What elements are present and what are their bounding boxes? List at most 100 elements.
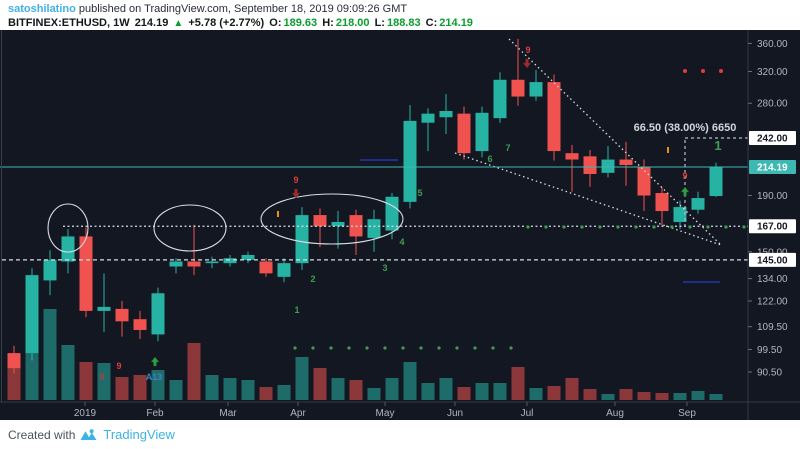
red-dot-icon [719, 69, 723, 73]
time-tick-label: 2019 [74, 408, 97, 419]
candle-up [691, 198, 705, 210]
green-dot-icon [526, 225, 530, 229]
high-label: H: [322, 17, 334, 29]
author-link[interactable]: satoshilatino [8, 3, 76, 15]
td-count-label: 8 [99, 372, 104, 382]
candle-up [97, 306, 111, 311]
green-dot-icon [365, 346, 369, 350]
ellipse-drawing-3[interactable] [260, 193, 404, 245]
candle-down [187, 261, 201, 267]
price-tick-label: 99.50 [757, 345, 782, 356]
wedge-trendline-2[interactable] [454, 152, 722, 246]
green-dot-icon [652, 225, 656, 229]
candle-down [259, 261, 273, 274]
candle-down [547, 82, 561, 152]
low-label: L: [374, 17, 385, 29]
green-dot-icon [706, 225, 710, 229]
price-tick-label: 90.50 [757, 368, 782, 379]
candle-down [133, 319, 147, 330]
wedge-trendline-1[interactable] [508, 38, 722, 246]
arrow-up-icon [680, 186, 690, 197]
price-tick-label: 320.00 [757, 67, 788, 78]
candle-up [241, 254, 255, 260]
candle-up [367, 219, 381, 238]
green-dot-icon [491, 346, 495, 350]
time-tick-label: Mar [219, 408, 237, 419]
green-dot-icon [562, 225, 566, 229]
header: satoshilatino published on TradingView.c… [0, 0, 800, 30]
green-dot-icon [724, 225, 728, 229]
td-count-label: 6 [487, 154, 492, 164]
green-dot-icon [455, 346, 459, 350]
ellipse-drawing-2[interactable] [153, 204, 227, 252]
open-label: O: [269, 17, 282, 29]
publish-line: satoshilatino published on TradingView.c… [8, 3, 800, 16]
green-dot-icon [383, 346, 387, 350]
low-value: 188.83 [386, 17, 421, 29]
green-dot-icon [311, 346, 315, 350]
green-dot-icon [742, 225, 746, 229]
time-tick-label: May [376, 408, 395, 419]
price-badge-label: 145.00 [757, 255, 788, 266]
candle-up [493, 79, 507, 119]
price-tick-label: 360.00 [757, 39, 788, 50]
green-dot-icon [347, 346, 351, 350]
tradingview-brand-link[interactable]: TradingView [103, 427, 175, 442]
green-dot-icon [473, 346, 477, 350]
candle-up [43, 259, 57, 281]
time-tick-label: Feb [146, 408, 164, 419]
arrow-up-icon [150, 356, 160, 367]
candle-up [223, 258, 237, 264]
price-axis[interactable]: 360.00 320.00 280.00 190.00 150.00 134.00 122.… [747, 30, 800, 420]
volume-layer [7, 309, 723, 400]
candle-down [583, 156, 597, 174]
price-tick-label: 109.50 [757, 322, 788, 333]
price-tick-label: 134.00 [757, 274, 788, 285]
green-dot-icon [670, 225, 674, 229]
price-badge-label: 214.19 [757, 163, 788, 174]
price-level-badge [749, 252, 796, 267]
drawings-layer[interactable] [2, 38, 748, 283]
td-count-label: 3 [382, 263, 387, 273]
green-dot-icon [616, 225, 620, 229]
last-price-badge [749, 160, 796, 174]
price-badge-label: 242.00 [757, 133, 788, 144]
candle-up [205, 261, 219, 264]
close-label: C: [425, 17, 438, 29]
candle-down [79, 236, 93, 311]
tradingview-logo-icon [80, 429, 97, 440]
time-axis[interactable]: 2019 Feb Mar Apr May Jun Jul Aug Sep [0, 401, 800, 419]
price-chart[interactable]: 66.50 (38.00%) 6650 8 9 A13 1 9 2 3 4 5 6 7 9 1 9 360.0… [0, 30, 800, 420]
candle-up [25, 275, 39, 354]
price-tick-label: 122.00 [757, 296, 788, 307]
ellipse-drawing-1[interactable] [47, 203, 89, 253]
candle-down [619, 159, 633, 165]
candle-up [403, 120, 417, 202]
red-dot-icon [701, 69, 705, 73]
green-dot-icon [580, 225, 584, 229]
price-tick-label: 190.00 [757, 191, 788, 202]
candle-up [277, 263, 291, 277]
price-badge-label: 167.00 [757, 222, 788, 233]
chart-area: 66.50 (38.00%) 6650 8 9 A13 1 9 2 3 4 5 6 7 9 1 9 360.0… [0, 30, 800, 420]
candle-up [601, 159, 615, 173]
green-dot-icon [544, 225, 548, 229]
candle-down [313, 215, 327, 227]
arrow-down-icon [291, 188, 301, 199]
td-count-label: 5 [417, 188, 422, 198]
red-dot-icon [683, 69, 687, 73]
candle-down [655, 193, 669, 212]
td-count-label: 2 [310, 274, 315, 284]
td-count-label: 1 [294, 305, 299, 315]
green-dot-icon [437, 346, 441, 350]
fib-retracement[interactable]: 66.50 (38.00%) 6650 [634, 122, 757, 227]
arrow-down-icon [522, 58, 532, 69]
time-tick-label: Aug [606, 408, 624, 419]
price-change: +5.78 (+2.77%) [188, 17, 265, 29]
candle-down [7, 353, 21, 369]
green-dot-icon [419, 346, 423, 350]
up-triangle-icon: ▲ [173, 18, 184, 29]
time-tick-label: Apr [290, 408, 306, 419]
close-value: 214.19 [439, 17, 473, 29]
